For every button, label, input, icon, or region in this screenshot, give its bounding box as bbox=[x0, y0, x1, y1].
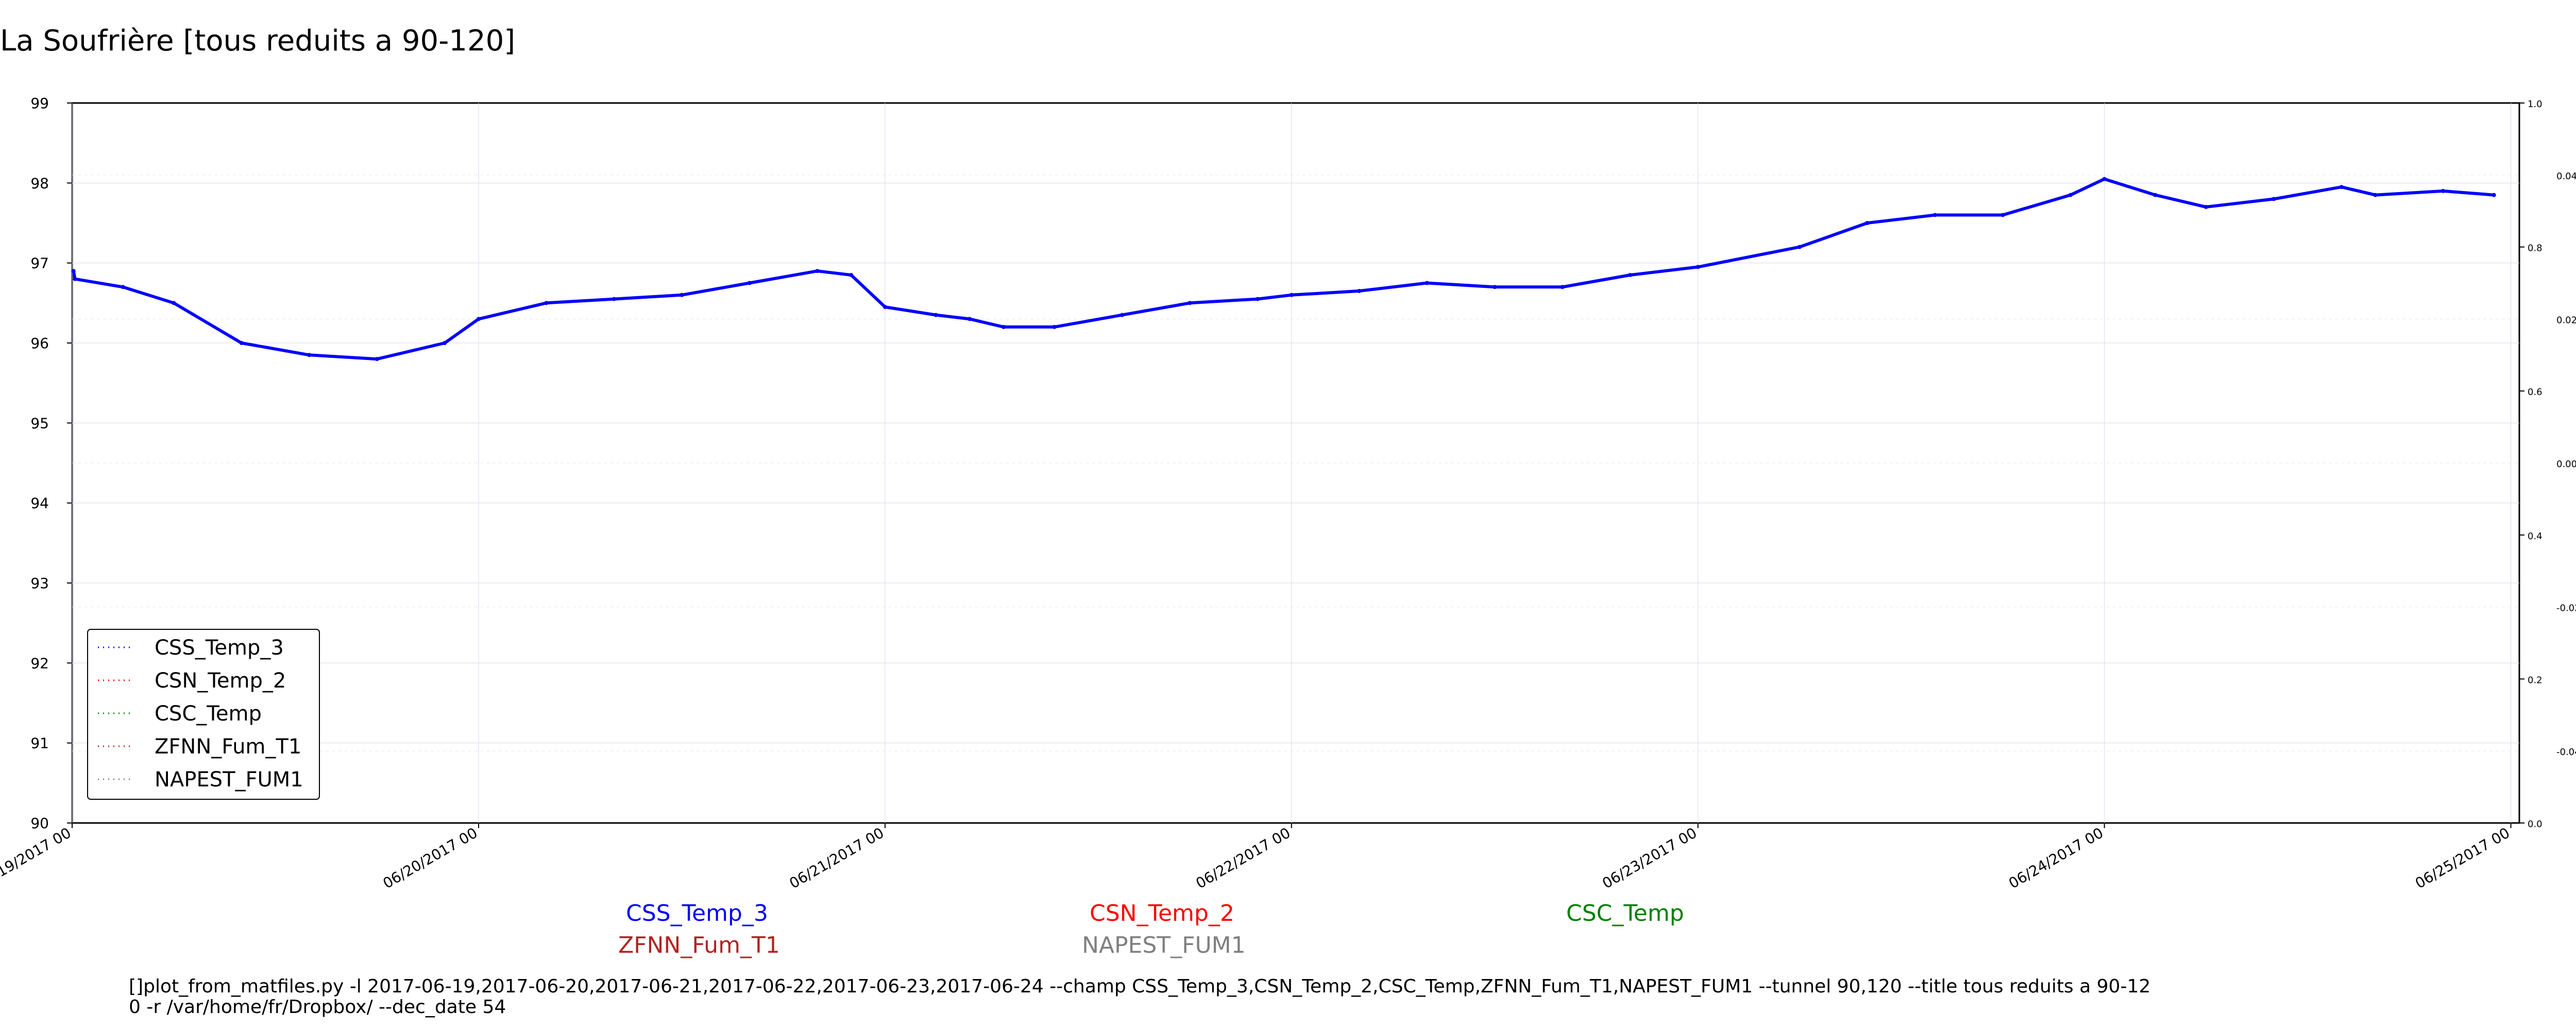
series-point-CSS_Temp_3-31 bbox=[1865, 221, 1870, 225]
right2-tick-label-0: -0.04 bbox=[2556, 747, 2576, 758]
right-tick-label-1: 0.2 bbox=[2528, 675, 2543, 685]
series-point-CSS_Temp_3-24 bbox=[1357, 289, 1362, 294]
x-tick-label-4: 06/23/2017 00 bbox=[1599, 824, 1700, 892]
series-point-CSS_Temp_3-40 bbox=[2373, 193, 2378, 197]
right-tick-label-4: 0.8 bbox=[2528, 243, 2543, 254]
legend-label-1: CSN_Temp_2 bbox=[155, 669, 286, 693]
legend-below-napest-fum1: NAPEST_FUM1 bbox=[1082, 932, 1246, 958]
series-point-CSS_Temp_3-27 bbox=[1560, 285, 1565, 289]
series-point-CSS_Temp_3-7 bbox=[443, 341, 447, 345]
right2-tick-label-1: -0.02 bbox=[2556, 603, 2576, 614]
series-point-CSS_Temp_3-23 bbox=[1289, 293, 1294, 297]
y-tick-label-7: 97 bbox=[30, 255, 49, 272]
series-point-CSS_Temp_3-10 bbox=[612, 297, 616, 301]
series-point-CSS_Temp_3-15 bbox=[883, 305, 887, 310]
series-point-CSS_Temp_3-17 bbox=[968, 317, 972, 321]
series-point-CSS_Temp_3-30 bbox=[1797, 245, 1802, 249]
x-tick-label-5: 06/24/2017 00 bbox=[2006, 824, 2106, 892]
y-tick-label-1: 91 bbox=[30, 735, 49, 752]
right-tick-label-0: 0.0 bbox=[2528, 819, 2543, 830]
series-point-CSS_Temp_3-37 bbox=[2204, 204, 2208, 209]
series-point-CSS_Temp_3-3 bbox=[172, 301, 176, 305]
series-point-CSS_Temp_3-32 bbox=[1933, 213, 1937, 217]
series-point-CSS_Temp_3-6 bbox=[375, 357, 379, 362]
command-line-2: 0 -r /var/home/fr/Dropbox/ --dec_date 54 bbox=[129, 997, 506, 1018]
series-point-CSS_Temp_3-26 bbox=[1493, 285, 1497, 289]
y-tick-label-8: 98 bbox=[30, 175, 49, 192]
series-point-CSS_Temp_3-34 bbox=[2068, 193, 2073, 197]
series-point-CSS_Temp_3-41 bbox=[2441, 188, 2446, 193]
y-tick-label-0: 90 bbox=[30, 815, 49, 832]
series-point-CSS_Temp_3-4 bbox=[239, 341, 244, 345]
x-tick-label-3: 06/22/2017 00 bbox=[1193, 824, 1293, 892]
series-point-CSS_Temp_3-39 bbox=[2339, 185, 2344, 190]
legend-label-0: CSS_Temp_3 bbox=[155, 636, 284, 660]
series-point-CSS_Temp_3-21 bbox=[1188, 301, 1192, 305]
series-point-CSS_Temp_3-28 bbox=[1628, 272, 1633, 277]
series-point-CSS_Temp_3-18 bbox=[1001, 324, 1006, 329]
legend-below-csn-temp-2: CSN_Temp_2 bbox=[1090, 900, 1234, 926]
y-tick-label-3: 93 bbox=[30, 575, 49, 592]
series-point-CSS_Temp_3-8 bbox=[476, 317, 481, 321]
legend-below-csc-temp: CSC_Temp bbox=[1566, 900, 1684, 926]
series-point-CSS_Temp_3-33 bbox=[2001, 213, 2005, 217]
series-line-CSS_Temp_3 bbox=[72, 177, 2494, 361]
series-point-CSS_Temp_3-2 bbox=[121, 285, 125, 289]
legend-label-2: CSC_Temp bbox=[155, 702, 262, 726]
series-point-CSS_Temp_3-12 bbox=[747, 281, 752, 285]
x-tick-label-1: 06/20/2017 00 bbox=[380, 824, 481, 892]
y-tick-label-6: 96 bbox=[30, 335, 49, 352]
series-point-CSS_Temp_3-16 bbox=[934, 313, 938, 317]
legend-below-css-temp-3: CSS_Temp_3 bbox=[626, 900, 768, 926]
legend-box bbox=[87, 629, 320, 800]
right2-tick-label-3: 0.02 bbox=[2556, 315, 2576, 325]
series-point-CSS_Temp_3-19 bbox=[1052, 324, 1057, 329]
right2-tick-label-2: 0.00 bbox=[2556, 459, 2576, 470]
y-tick-label-5: 95 bbox=[30, 415, 49, 432]
series-point-CSS_Temp_3-35 bbox=[2102, 177, 2107, 181]
right-tick-label-2: 0.4 bbox=[2528, 531, 2543, 542]
series-point-CSS_Temp_3-13 bbox=[815, 269, 820, 273]
y-tick-label-2: 92 bbox=[30, 655, 49, 672]
series-point-CSS_Temp_3-29 bbox=[1696, 265, 1700, 269]
series-point-CSS_Temp_3-42 bbox=[2492, 193, 2496, 197]
right-tick-label-3: 0.6 bbox=[2528, 387, 2543, 398]
legend-below-zfnn-fum-t1: ZFNN_Fum_T1 bbox=[618, 932, 780, 958]
x-tick-label-0: 06/19/2017 00 bbox=[0, 824, 74, 892]
series-point-CSS_Temp_3-5 bbox=[307, 353, 312, 357]
command-line-1: []plot_from_matfiles.py -l 2017-06-19,20… bbox=[129, 976, 2151, 997]
series-point-CSS_Temp_3-25 bbox=[1425, 281, 1429, 285]
series-point-CSS_Temp_3-0 bbox=[71, 269, 76, 273]
x-tick-label-6: 06/25/2017 00 bbox=[2412, 824, 2513, 892]
series-point-CSS_Temp_3-9 bbox=[544, 301, 549, 305]
series-point-CSS_Temp_3-20 bbox=[1120, 313, 1125, 317]
right2-tick-label-4: 0.04 bbox=[2556, 171, 2576, 182]
x-tick-label-2: 06/21/2017 00 bbox=[787, 824, 887, 892]
legend-label-3: ZFNN_Fum_T1 bbox=[155, 735, 301, 759]
series-point-CSS_Temp_3-11 bbox=[680, 293, 684, 297]
legend-label-4: NAPEST_FUM1 bbox=[155, 768, 303, 792]
right-tick-label-5: 1.0 bbox=[2528, 99, 2543, 110]
series-point-CSS_Temp_3-1 bbox=[73, 277, 77, 281]
chart-title: La Soufrière [tous reduits a 90-120] bbox=[0, 24, 515, 58]
y-tick-label-4: 94 bbox=[30, 495, 49, 512]
series-point-CSS_Temp_3-38 bbox=[2272, 197, 2276, 201]
series-point-CSS_Temp_3-14 bbox=[849, 272, 854, 277]
y-tick-label-9: 99 bbox=[30, 95, 49, 112]
series-point-CSS_Temp_3-36 bbox=[2153, 193, 2158, 197]
series-point-CSS_Temp_3-22 bbox=[1256, 297, 1260, 301]
